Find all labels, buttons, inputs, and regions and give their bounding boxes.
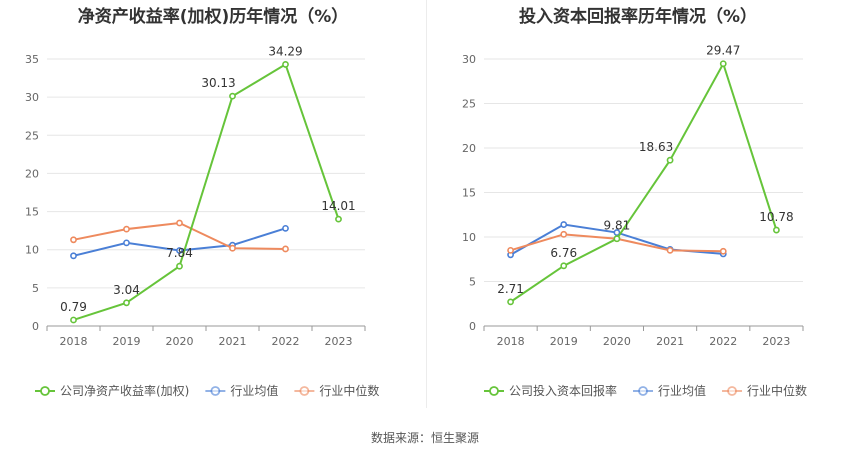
y-tick-label: 30 — [25, 91, 39, 104]
y-tick-label: 20 — [462, 142, 476, 155]
panel-divider — [426, 0, 427, 408]
data-point — [507, 246, 514, 254]
legend-label: 行业均值 — [230, 383, 278, 398]
data-point — [70, 316, 77, 324]
y-tick-label: 10 — [25, 244, 39, 257]
data-point — [70, 252, 77, 260]
y-tick-label: 10 — [462, 231, 476, 244]
data-point — [176, 247, 183, 254]
series-line-0 — [510, 61, 778, 303]
y-tick-label: 15 — [25, 206, 39, 219]
data-label: 10.78 — [759, 210, 793, 224]
data-point — [335, 215, 342, 223]
data-point — [123, 225, 130, 233]
series-line-0 — [73, 62, 340, 321]
data-point — [229, 92, 236, 100]
data-point — [666, 156, 674, 164]
data-point — [123, 299, 130, 307]
data-source-note: 数据来源：恒生聚源 — [370, 431, 479, 445]
y-tick-label: 0 — [469, 320, 476, 333]
data-point — [123, 239, 130, 247]
y-tick-label: 5 — [469, 276, 476, 289]
x-tick-label: 2021 — [656, 335, 684, 348]
y-tick-label: 35 — [25, 53, 39, 66]
y-tick-label: 20 — [25, 167, 39, 180]
y-tick-label: 0 — [32, 320, 39, 333]
data-label: 30.13 — [201, 76, 235, 90]
x-tick-label: 2018 — [60, 335, 88, 348]
legend-label: 行业均值 — [658, 383, 706, 398]
legend-label: 行业中位数 — [319, 383, 379, 398]
data-label: 34.29 — [268, 44, 302, 58]
legend-label: 行业中位数 — [747, 383, 807, 398]
y-tick-label: 25 — [25, 129, 39, 142]
chart-title-roe: 净资产收益率(加权)历年情况（%） — [77, 7, 349, 27]
data-point — [719, 60, 727, 68]
y-tick-label: 25 — [462, 98, 476, 111]
data-point — [613, 229, 621, 236]
legend-swatch-marker — [489, 386, 499, 396]
data-point — [282, 224, 289, 232]
data-label: 7.84 — [166, 246, 193, 260]
data-point — [613, 235, 621, 243]
data-point — [560, 262, 568, 270]
data-point — [176, 219, 183, 227]
y-tick-label: 5 — [32, 282, 39, 295]
data-label: 9.81 — [604, 219, 631, 233]
chart-title-roic: 投入资本回报率历年情况（%） — [518, 7, 758, 27]
data-point — [773, 226, 780, 234]
data-point — [70, 236, 77, 244]
data-label: 14.01 — [321, 199, 355, 213]
data-label: 0.79 — [60, 300, 87, 314]
data-point — [282, 61, 289, 68]
data-point — [719, 247, 727, 255]
legend-swatch-marker — [210, 386, 221, 396]
data-point — [229, 244, 236, 252]
data-point — [560, 230, 568, 238]
data-point — [176, 262, 183, 270]
legend-label: 公司净资产收益率(加权) — [60, 383, 189, 398]
x-tick-label: 2021 — [219, 335, 247, 348]
x-tick-label: 2023 — [325, 335, 353, 348]
legend-swatch-marker — [727, 386, 737, 396]
data-label: 3.04 — [113, 283, 140, 297]
data-point — [666, 246, 674, 254]
x-tick-label: 2020 — [603, 335, 631, 348]
chart-1-group: 0 5 10 15 20 25 30 2018 2019 2020 2021 2022 2023 2.71… — [462, 44, 807, 398]
x-tick-label: 2023 — [762, 335, 790, 348]
data-label: 18.63 — [639, 140, 673, 154]
x-tick-label: 2018 — [497, 335, 525, 348]
x-tick-label: 2020 — [166, 335, 194, 348]
data-point — [560, 221, 568, 228]
data-point — [282, 245, 289, 253]
data-label: 2.71 — [497, 282, 524, 296]
chart-0-group: 0 5 10 15 20 25 30 35 2018 2019 2020 2021 2022 2023 0.… — [25, 44, 379, 398]
x-tick-label: 2022 — [709, 335, 737, 348]
data-point — [507, 298, 514, 306]
x-tick-label: 2019 — [550, 335, 578, 348]
legend-label: 公司投入资本回报率 — [509, 383, 617, 398]
series-line-2 — [73, 221, 286, 250]
data-label: 6.76 — [550, 246, 577, 260]
legend-swatch-marker — [40, 386, 50, 396]
y-tick-label: 30 — [462, 53, 476, 66]
x-tick-label: 2019 — [113, 335, 141, 348]
x-tick-label: 2022 — [272, 335, 300, 348]
legend-swatch-marker — [299, 386, 310, 396]
legend-swatch-marker — [638, 386, 648, 396]
y-tick-label: 15 — [462, 187, 476, 200]
data-label: 29.47 — [706, 44, 740, 58]
